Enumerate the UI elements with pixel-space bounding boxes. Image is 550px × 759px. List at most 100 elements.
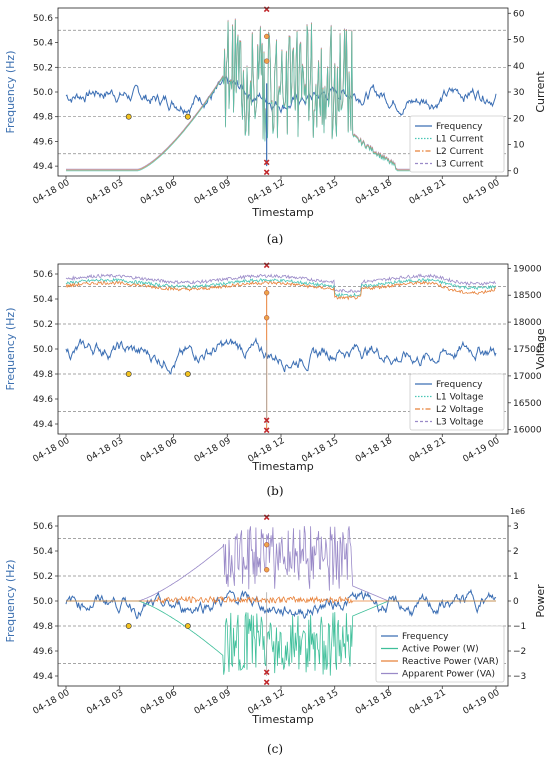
legend-label: Reactive Power (VAR) [402,657,499,667]
x-tick-label: 04-19 00 [461,436,501,465]
y-left-tick-label: 50.6 [33,522,53,532]
event-x-marker [263,417,270,424]
x-axis-label: Timestamp [251,206,313,219]
event-x-marker [263,169,270,176]
event-x-marker [263,679,270,686]
y-left-axis-label: Frequency (Hz) [4,51,17,134]
event-x-marker [263,427,270,434]
y-left-tick-label: 50.4 [33,295,53,305]
x-tick-label: 04-18 15 [300,178,340,207]
event-marker-small [264,542,270,548]
y-right-tick-label: 30 [513,88,525,98]
legend-label: L1 Voltage [436,393,484,403]
x-tick-label: 04-18 12 [246,178,286,207]
y-left-tick-label: 49.8 [33,370,53,380]
event-x-marker [263,159,270,166]
event-marker [184,623,191,629]
event-marker-small [264,58,270,64]
y-left-tick-label: 49.6 [33,137,53,147]
y-left-tick-label: 49.4 [33,162,53,172]
y-left-tick-label: 50.0 [33,345,53,355]
series-frequency [65,75,497,117]
x-tick-label: 04-18 06 [139,688,179,717]
series-l3-voltage [65,280,497,301]
legend: Frequency L1 Voltage L2 Voltage L3 Voltage [409,373,505,431]
x-tick-label: 04-18 21 [408,688,448,717]
y-right-tick-label: 1 [513,572,519,582]
y-left-tick-label: 49.4 [33,672,53,682]
y-left-tick-label: 50.4 [33,39,53,49]
legend-box [409,115,505,173]
y-left-tick-label: 49.6 [33,395,53,405]
y-left-axis-label: Frequency (Hz) [4,560,17,643]
legend-label: L2 Current [436,147,484,157]
y-right-tick-label: 18500 [513,291,542,301]
y-right-tick-label: −3 [513,672,526,682]
event-marker [184,371,191,377]
legend-label: Frequency [436,122,483,132]
x-tick-label: 04-18 21 [408,436,448,465]
legend: Frequency L1 Current L2 Current L3 Current [409,115,505,173]
series-reactive-power [66,595,496,605]
y-left-tick-label: 50.2 [33,572,53,582]
y-right-tick-label: 16000 [513,426,542,436]
legend-box [375,625,505,683]
y-left-tick-label: 50.6 [33,270,53,280]
y-right-tick-label: 20 [513,114,525,124]
y-left-tick-label: 50.0 [33,597,53,607]
x-tick-label: 04-18 00 [31,436,71,465]
x-tick-label: 04-18 09 [193,688,233,717]
series-frequency [65,336,497,375]
y-left-axis-label: Frequency (Hz) [4,308,17,391]
x-tick-label: 04-18 00 [31,688,71,717]
y-left-tick-label: 50.0 [33,88,53,98]
figure-caption: (a) [267,232,284,246]
legend-label: Active Power (W) [402,645,479,655]
series-frequency [65,588,497,620]
y-right-axis-label: Voltage [534,328,547,369]
x-axis-label: Timestamp [251,713,313,726]
chart-panel-b: 49.4 49.6 49.8 50.0 50.2 50.4 50.6 16000 16500 17… [4,262,547,498]
x-tick-label: 04-18 21 [408,178,448,207]
y-right-tick-label: 16500 [513,399,542,409]
x-tick-label: 04-18 18 [354,178,394,207]
x-axis-label: Timestamp [251,460,313,473]
figure-caption: (b) [266,484,283,498]
y-right-axis-label: Power [534,584,547,618]
y-right-tick-label: 60 [513,9,525,19]
x-tick-label: 04-19 00 [461,688,501,717]
chart-panel-c: 49.4 49.6 49.8 50.0 50.2 50.4 50.6 −3 −2 −1 0 1 2 3 1e… [4,507,547,756]
y-left-tick-label: 49.6 [33,647,53,657]
y-right-tick-label: 17000 [513,372,542,382]
legend-label: L1 Current [436,135,484,145]
y-right-exponent: 1e6 [510,507,525,516]
y-right-tick-label: 0 [513,597,519,607]
y-left-tick-label: 50.6 [33,14,53,24]
y-right-tick-label: 18000 [513,318,542,328]
x-tick-label: 04-18 09 [193,436,233,465]
event-marker [125,623,132,629]
x-tick-label: 04-18 03 [85,688,125,717]
y-right-tick-label: −2 [513,647,526,657]
event-marker [125,113,132,120]
event-marker-small [264,567,270,573]
x-tick-label: 04-18 18 [354,436,394,465]
series-apparent-power [66,526,496,602]
event-marker [184,113,191,120]
legend-label: L2 Voltage [436,405,484,415]
y-left-tick-label: 50.2 [33,63,53,73]
x-tick-label: 04-18 03 [85,436,125,465]
y-left-tick-label: 49.4 [33,420,53,430]
series-l2-voltage [65,277,497,298]
x-tick-label: 04-18 03 [85,178,125,207]
legend: Frequency Active Power (W) Reactive Power … [375,625,505,683]
legend-label: L3 Current [436,160,484,170]
x-tick-label: 04-18 06 [139,436,179,465]
chart-panel-a: 49.4 49.6 49.8 50.0 50.2 50.4 50.6 0 10 20 30 40 50 6… [4,6,547,246]
y-right-tick-label: −1 [513,622,526,632]
event-x-marker [263,669,270,676]
y-right-tick-label: 0 [513,167,519,177]
legend-box [409,373,505,431]
x-tick-label: 04-18 06 [139,178,179,207]
